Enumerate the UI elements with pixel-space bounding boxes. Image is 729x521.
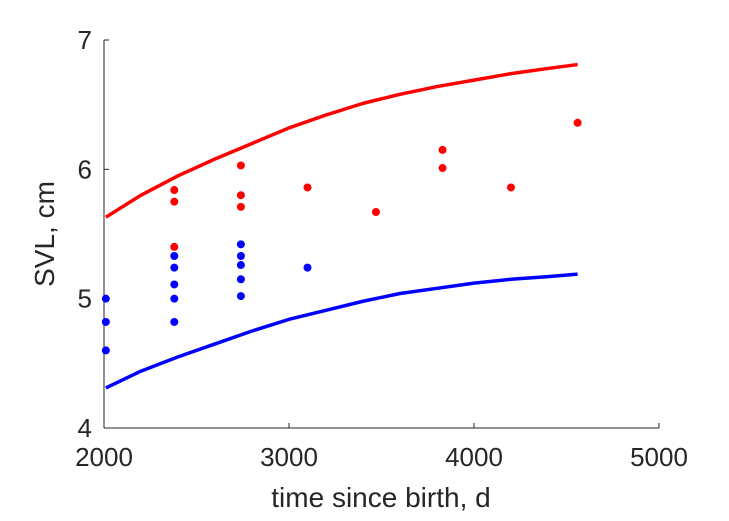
x-tick-label: 3000 bbox=[260, 442, 318, 472]
blue-data-point bbox=[236, 251, 245, 260]
blue-data-point bbox=[101, 294, 110, 303]
blue-data-point bbox=[303, 263, 312, 272]
red-data-point bbox=[170, 242, 179, 251]
y-tick-label: 5 bbox=[78, 284, 92, 314]
x-tick-label: 5000 bbox=[630, 442, 688, 472]
blue-data-point bbox=[170, 251, 179, 260]
plot-points bbox=[101, 118, 582, 355]
blue-data-point bbox=[170, 280, 179, 289]
red-data-point bbox=[236, 161, 245, 170]
y-tick-label: 4 bbox=[78, 413, 92, 443]
red-data-point bbox=[507, 183, 515, 192]
red-data-point bbox=[438, 164, 447, 173]
blue-data-point bbox=[101, 317, 110, 326]
blue-data-point bbox=[170, 263, 179, 272]
red-data-point bbox=[573, 118, 582, 127]
blue-data-point bbox=[236, 240, 245, 249]
y-tick-label: 6 bbox=[78, 154, 92, 184]
y-ticks: 4 5 6 7 bbox=[78, 25, 109, 443]
red-data-point bbox=[371, 208, 380, 217]
axes bbox=[103, 40, 659, 429]
red-data-point bbox=[236, 202, 245, 211]
blue-data-point bbox=[170, 317, 179, 326]
blue-data-point bbox=[170, 294, 179, 303]
x-tick-label: 4000 bbox=[445, 442, 503, 472]
y-axis-label: SVL, cm bbox=[29, 181, 60, 287]
blue-data-point bbox=[236, 261, 245, 270]
blue-curve bbox=[105, 272, 578, 390]
plot-lines bbox=[104, 62, 578, 390]
x-ticks: 2000 3000 4000 5000 bbox=[75, 423, 688, 472]
red-curve bbox=[104, 62, 578, 219]
y-tick-label: 7 bbox=[78, 25, 92, 55]
red-data-point bbox=[236, 191, 245, 200]
red-data-point bbox=[438, 145, 447, 154]
x-tick-label: 2000 bbox=[75, 442, 133, 472]
blue-data-point bbox=[236, 292, 245, 301]
x-axis-label: time since birth, d bbox=[271, 482, 490, 513]
red-data-point bbox=[170, 197, 179, 206]
red-data-point bbox=[170, 186, 179, 195]
blue-data-point bbox=[101, 346, 110, 355]
red-data-point bbox=[303, 183, 312, 192]
blue-data-point bbox=[236, 275, 245, 284]
